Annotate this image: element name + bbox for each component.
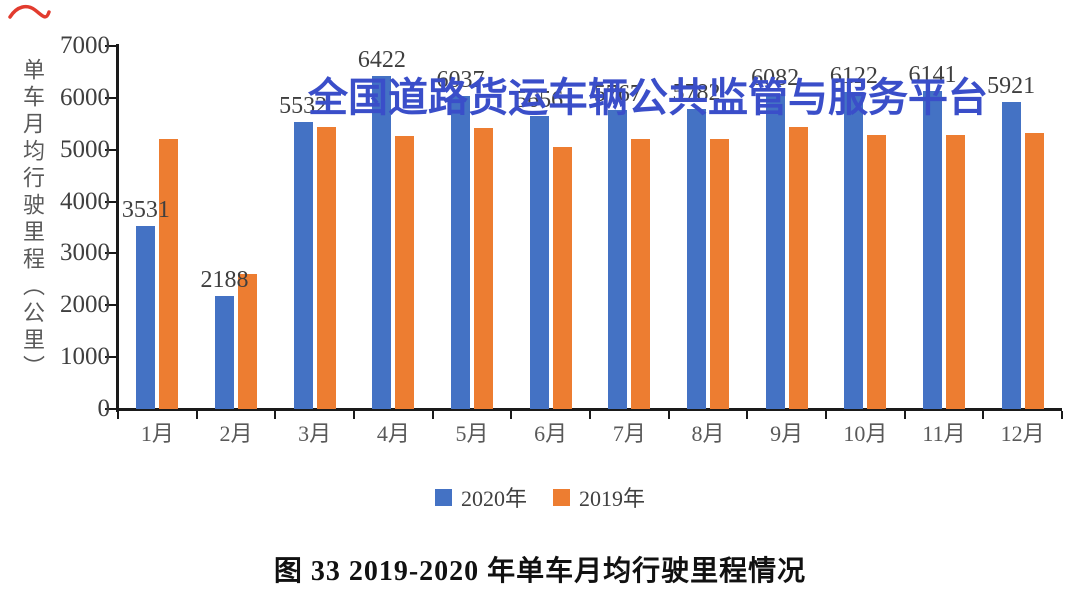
bar-2019年-7月 xyxy=(631,138,651,409)
value-label-3月: 5532 xyxy=(279,93,328,120)
bar-2019年-8月 xyxy=(710,139,729,409)
bar-2020年-2月 xyxy=(215,295,234,409)
x-axis-line xyxy=(116,408,1062,411)
bar-2019年-6月 xyxy=(552,146,572,409)
value-label-4月: 6422 xyxy=(357,46,406,73)
bar-2019年-2月 xyxy=(238,274,257,409)
x-category-label-11月: 11月 xyxy=(922,421,966,446)
bar-2020年-10月 xyxy=(844,91,864,409)
legend: 2020年 2019年 xyxy=(0,481,1080,513)
value-label-11月: 6141 xyxy=(908,61,957,88)
x-category-label-4月: 4月 xyxy=(376,421,410,446)
x-tick-mark xyxy=(746,411,749,419)
value-label-2月: 2188 xyxy=(200,266,249,293)
y-tick-mark xyxy=(105,252,118,255)
x-category-label-3月: 3月 xyxy=(298,421,332,446)
y-tick-label: 6000 xyxy=(60,83,110,111)
x-category-label-1月: 1月 xyxy=(140,421,174,446)
x-category-label-5月: 5月 xyxy=(455,421,489,446)
legend-label: 2020年 xyxy=(460,486,527,511)
value-label-1月: 3531 xyxy=(121,196,170,223)
x-category-label-6月: 6月 xyxy=(534,421,568,446)
y-tick-label: 4000 xyxy=(60,187,110,215)
x-tick-mark xyxy=(667,411,670,419)
x-tick-mark xyxy=(903,411,906,419)
y-tick-label: 2000 xyxy=(60,291,110,319)
bar-2020年-11月 xyxy=(923,90,942,409)
x-tick-mark xyxy=(431,411,434,419)
value-label-5月: 6037 xyxy=(436,66,485,93)
bar-2019年-1月 xyxy=(159,139,179,409)
bar-2019年-9月 xyxy=(788,127,808,409)
bar-2019年-5月 xyxy=(474,127,493,409)
y-tick-label: 5000 xyxy=(60,135,110,163)
x-category-label-12月: 12月 xyxy=(1000,421,1045,446)
value-label-10月: 6122 xyxy=(829,62,878,89)
x-category-label-8月: 8月 xyxy=(691,421,725,446)
legend-item-2020年: 2020年 xyxy=(434,481,527,513)
x-tick-mark xyxy=(117,411,119,419)
x-category-label-7月: 7月 xyxy=(612,421,646,446)
y-axis-line xyxy=(116,44,119,412)
legend-swatch-icon xyxy=(553,488,570,506)
value-label-9月: 6082 xyxy=(751,64,800,91)
value-label-7月: 5767 xyxy=(593,80,642,107)
x-category-label-9月: 9月 xyxy=(770,421,804,446)
value-label-12月: 5921 xyxy=(987,72,1036,99)
y-tick-mark xyxy=(105,304,118,307)
bar-2020年-7月 xyxy=(608,109,628,409)
x-tick-mark xyxy=(825,411,827,419)
x-tick-mark xyxy=(353,411,355,419)
watermark-text: 全国道路货运车辆公共监管与服务平台 xyxy=(308,76,988,120)
y-axis-title: 单车月均行驶里程（公里） xyxy=(20,58,45,382)
bar-2020年-5月 xyxy=(451,95,470,409)
red-pen-mark-icon xyxy=(8,4,51,19)
x-tick-mark xyxy=(589,411,591,419)
value-label-6月: 5656 xyxy=(515,86,564,113)
x-tick-mark xyxy=(982,411,985,419)
value-label-8月: 5782 xyxy=(672,80,721,107)
x-tick-mark xyxy=(1061,411,1063,419)
x-tick-mark xyxy=(510,411,513,419)
y-tick-label: 0 xyxy=(97,395,111,422)
y-tick-label: 1000 xyxy=(60,343,110,371)
y-tick-mark xyxy=(105,200,118,203)
bar-2020年-4月 xyxy=(372,75,392,409)
y-tick-label: 3000 xyxy=(60,239,110,267)
bar-2019年-11月 xyxy=(946,134,965,409)
bar-2020年-12月 xyxy=(1001,101,1021,409)
bar-2019年-10月 xyxy=(867,135,887,409)
figure-caption: 图 33 2019-2020 年单车月均行驶里程情况 xyxy=(273,556,807,587)
bar-2020年-6月 xyxy=(529,115,549,409)
bar-2020年-3月 xyxy=(293,122,313,409)
bar-2020年-9月 xyxy=(765,93,785,409)
legend-item-2019年: 2019年 xyxy=(553,481,645,513)
bar-2019年-3月 xyxy=(316,127,336,409)
legend-label: 2019年 xyxy=(579,486,646,511)
y-tick-mark xyxy=(105,96,118,99)
x-tick-mark xyxy=(274,411,277,419)
y-tick-mark xyxy=(105,408,118,410)
x-category-label-2月: 2月 xyxy=(219,421,253,446)
x-category-label-10月: 10月 xyxy=(843,421,888,446)
legend-swatch-icon xyxy=(434,488,452,506)
bar-2019年-12月 xyxy=(1024,132,1044,409)
y-tick-label: 7000 xyxy=(60,32,110,59)
bar-2020年-8月 xyxy=(687,109,706,409)
x-tick-mark xyxy=(195,411,198,419)
bar-2020年-1月 xyxy=(136,225,156,409)
bar-2019年-4月 xyxy=(395,135,415,409)
y-tick-mark xyxy=(105,45,118,47)
y-tick-mark xyxy=(105,148,118,151)
y-tick-mark xyxy=(105,356,118,359)
